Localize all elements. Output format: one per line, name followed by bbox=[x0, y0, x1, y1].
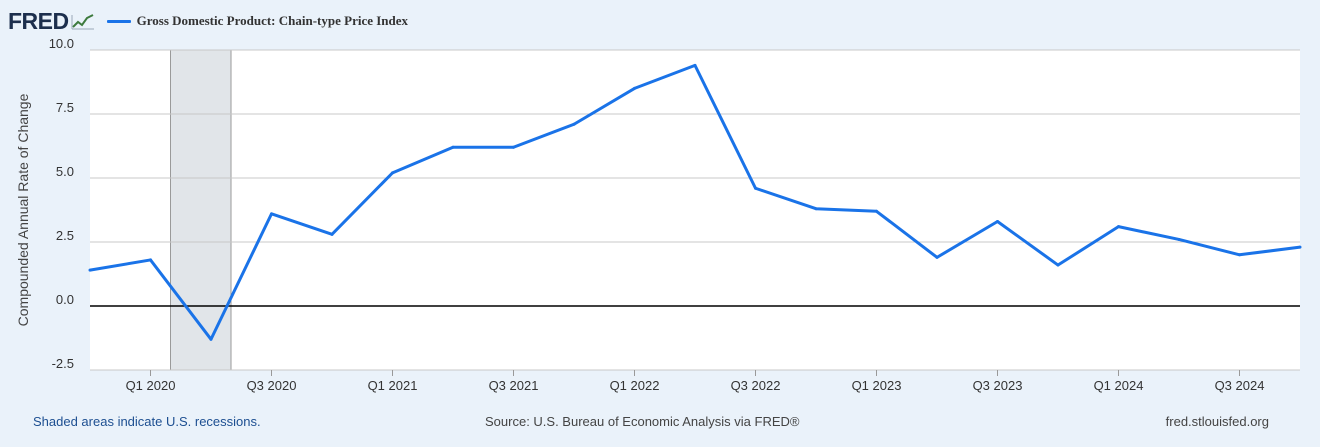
chart: 10.0 7.5 5.0 2.5 0.0 -2.5 Q1 2020 Q3 2020 Q1 20… bbox=[15, 36, 1302, 393]
x-tick-label: Q3 2022 bbox=[731, 378, 781, 393]
data-point bbox=[1117, 225, 1120, 229]
chart-legend: Gross Domestic Product: Chain-type Price… bbox=[106, 13, 409, 29]
fred-logo[interactable]: FRED bbox=[8, 7, 69, 34]
data-point bbox=[875, 209, 878, 213]
source-note: Source: U.S. Bureau of Economic Analysis… bbox=[485, 414, 800, 429]
y-tick-label: 10.0 bbox=[49, 36, 74, 51]
x-tick-label: Q1 2024 bbox=[1094, 378, 1144, 393]
data-point bbox=[270, 212, 273, 216]
legend-swatch bbox=[106, 19, 131, 23]
plot-area bbox=[90, 50, 1300, 370]
data-point bbox=[391, 171, 394, 175]
recession-note: Shaded areas indicate U.S. recessions. bbox=[33, 414, 261, 429]
x-tick-label: Q1 2023 bbox=[852, 378, 902, 393]
x-tick-label: Q3 2020 bbox=[247, 378, 297, 393]
data-point bbox=[1298, 245, 1302, 249]
data-point bbox=[572, 122, 576, 126]
x-tick-label: Q3 2021 bbox=[489, 378, 539, 393]
data-point bbox=[633, 86, 636, 90]
x-tick-label: Q1 2022 bbox=[610, 378, 660, 393]
data-point bbox=[88, 268, 92, 272]
y-tick-label: -2.5 bbox=[52, 356, 74, 371]
x-tick-label: Q1 2020 bbox=[126, 378, 176, 393]
y-axis-label: Compounded Annual Rate of Change bbox=[15, 93, 31, 326]
fred-logo-graph-icon bbox=[70, 13, 95, 31]
data-point bbox=[935, 255, 939, 259]
data-point bbox=[209, 337, 213, 341]
recession-shading bbox=[170, 49, 232, 371]
data-point bbox=[1177, 237, 1181, 241]
data-point bbox=[996, 220, 999, 224]
y-tick-label: 0.0 bbox=[56, 292, 74, 307]
header: FRED Gross Domestic Product: Chain-type … bbox=[8, 6, 408, 36]
legend-label: Gross Domestic Product: Chain-type Price… bbox=[136, 13, 409, 28]
data-point bbox=[693, 63, 697, 67]
data-point bbox=[814, 207, 818, 211]
data-point bbox=[512, 145, 515, 149]
data-point bbox=[754, 186, 757, 190]
y-tick-label: 2.5 bbox=[56, 228, 74, 243]
data-point bbox=[1238, 253, 1241, 257]
x-tick-label: Q3 2023 bbox=[973, 378, 1023, 393]
site-link[interactable]: fred.stlouisfed.org bbox=[1165, 414, 1269, 429]
y-tick-label: 7.5 bbox=[56, 100, 74, 115]
x-tick-label: Q1 2021 bbox=[368, 378, 418, 393]
data-point bbox=[330, 232, 334, 236]
y-tick-label: 5.0 bbox=[56, 164, 74, 179]
x-tick-label: Q3 2024 bbox=[1215, 378, 1265, 393]
data-point bbox=[149, 258, 152, 262]
data-point bbox=[451, 145, 455, 149]
data-point bbox=[1056, 263, 1060, 267]
